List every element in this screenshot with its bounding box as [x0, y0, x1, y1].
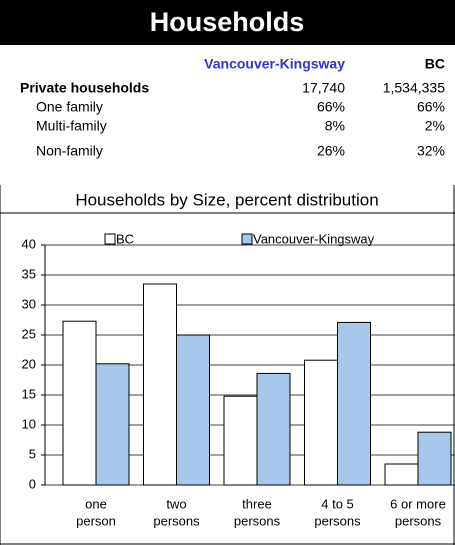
bar: [223, 395, 258, 486]
y-tick-label: 0: [29, 476, 36, 491]
y-tick-label: 30: [22, 296, 36, 311]
y-tick-label: 15: [22, 386, 36, 401]
bar: [95, 363, 130, 486]
row-label: Multi-family: [36, 118, 107, 134]
cell: 32%: [417, 143, 445, 159]
x-tick-label: 4 to 5: [321, 496, 354, 511]
bar: [384, 463, 419, 486]
y-tick-label: 10: [22, 416, 36, 431]
cell: 66%: [417, 99, 445, 115]
y-tick-label: 20: [22, 356, 36, 371]
chart-title: Households by Size, percent distribution: [75, 190, 378, 209]
y-tick-label: 25: [22, 326, 36, 341]
y-tick-label: 5: [29, 446, 36, 461]
bar: [337, 321, 371, 486]
x-tick-label: one: [85, 496, 107, 511]
y-tick-label: 40: [22, 236, 36, 251]
x-tick-label: three: [242, 496, 272, 511]
x-tick-label: persons: [314, 513, 361, 528]
legend-label: Vancouver-Kingsway: [253, 231, 375, 246]
header-title: Households: [150, 7, 305, 37]
bar: [143, 283, 177, 486]
x-tick-label: 6 or more: [390, 496, 446, 511]
cell: 2%: [425, 118, 445, 134]
x-tick-label: persons: [234, 513, 281, 528]
bar: [417, 431, 452, 486]
cell: 26%: [317, 143, 345, 159]
x-tick-label: persons: [153, 513, 200, 528]
bar: [256, 372, 291, 486]
y-tick-label: 35: [22, 266, 36, 281]
x-tick-label: person: [76, 513, 116, 528]
x-tick-label: two: [166, 496, 186, 511]
cell: 17,740: [302, 80, 345, 96]
cell: 8%: [325, 118, 345, 134]
legend-swatch: [104, 233, 116, 245]
bar: [176, 334, 210, 486]
row-label: Private households: [20, 80, 149, 96]
x-tick-label: persons: [395, 513, 442, 528]
header-bar: [0, 0, 455, 45]
column-header: Vancouver-Kingsway: [204, 56, 345, 72]
legend-label: BC: [116, 231, 134, 246]
legend-swatch: [241, 233, 253, 245]
row-label: One family: [36, 99, 103, 115]
bar: [62, 320, 97, 486]
cell: 1,534,335: [383, 80, 445, 96]
row-label: Non-family: [36, 143, 103, 159]
column-header: BC: [425, 56, 445, 72]
bar: [304, 359, 338, 486]
cell: 66%: [317, 99, 345, 115]
